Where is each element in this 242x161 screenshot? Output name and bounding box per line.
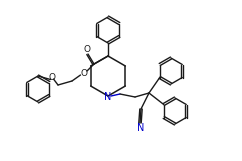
Text: N: N bbox=[137, 123, 144, 133]
Text: O: O bbox=[48, 72, 55, 81]
Text: O: O bbox=[81, 68, 88, 77]
Text: O: O bbox=[83, 45, 91, 54]
Text: N: N bbox=[104, 93, 112, 103]
